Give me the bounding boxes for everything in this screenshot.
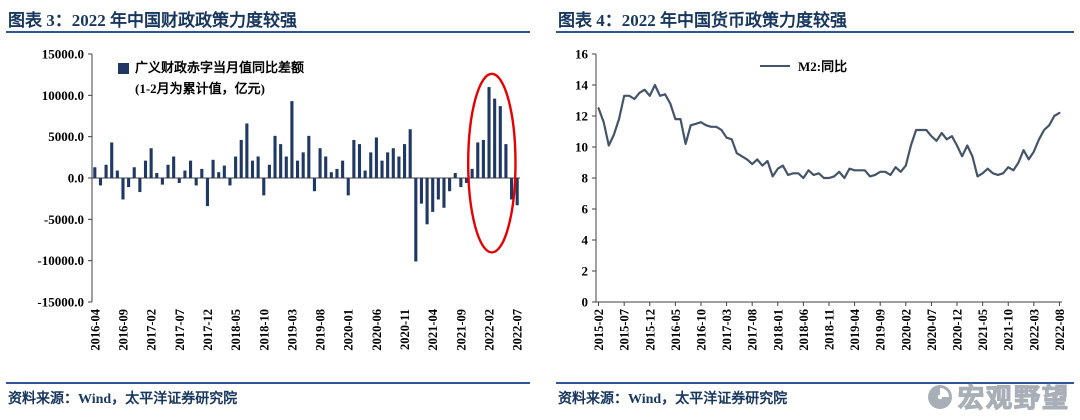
svg-text:15000.0: 15000.0 — [42, 47, 84, 62]
svg-text:2021-05: 2021-05 — [976, 309, 990, 351]
svg-text:2017-08: 2017-08 — [746, 309, 760, 351]
svg-text:2016-05: 2016-05 — [669, 309, 683, 351]
svg-text:14: 14 — [575, 78, 589, 93]
svg-text:2018-10: 2018-10 — [257, 309, 271, 351]
source-divider — [6, 382, 530, 384]
svg-text:2017-07: 2017-07 — [173, 309, 187, 351]
svg-text:2015-12: 2015-12 — [643, 309, 657, 351]
svg-text:12: 12 — [575, 109, 588, 124]
svg-text:2022-02: 2022-02 — [483, 309, 497, 351]
svg-text:2020-12: 2020-12 — [951, 309, 965, 351]
svg-text:2017-03: 2017-03 — [720, 309, 734, 351]
compass-logo-icon — [927, 384, 952, 409]
svg-text:2016-10: 2016-10 — [694, 309, 708, 351]
svg-text:2019-09: 2019-09 — [874, 309, 888, 351]
monetary-chart-legend: M2:同比 — [760, 56, 847, 75]
svg-text:2022-07: 2022-07 — [511, 309, 525, 351]
svg-text:2015-02: 2015-02 — [592, 309, 606, 351]
monetary-chart-title: 图表 4：2022 年中国货币政策力度较强 — [558, 11, 847, 30]
svg-text:8: 8 — [582, 171, 589, 186]
fiscal-legend-label: 广义财政赤字当月值同比差额 — [135, 60, 305, 75]
svg-text:0: 0 — [582, 295, 589, 310]
title-divider — [556, 31, 1074, 33]
svg-text:2021-09: 2021-09 — [454, 309, 468, 351]
svg-text:2022-08: 2022-08 — [1053, 309, 1067, 351]
brand-watermark: 宏观野望 — [927, 378, 1070, 415]
panel-fiscal: 图表 3：2022 年中国财政政策力度较强 15000.0 10000.0 5000… — [6, 0, 530, 420]
fiscal-deficit-bar-chart: 15000.0 10000.0 5000.0 0.0 -5000.0 -10000.0 -1… — [37, 47, 525, 351]
m2-legend-label: M2:同比 — [798, 59, 848, 74]
svg-text:2018-06: 2018-06 — [797, 309, 811, 351]
svg-text:2021-04: 2021-04 — [426, 308, 440, 350]
svg-text:2021-10: 2021-10 — [1002, 309, 1016, 351]
svg-text:2018-11: 2018-11 — [823, 309, 837, 350]
svg-text:2015-07: 2015-07 — [618, 309, 632, 351]
watermark-text: 宏观野望 — [957, 383, 1070, 413]
fiscal-chart-legend: 广义财政赤字当月值同比差额 (1-2月为累计值，亿元) — [118, 58, 304, 100]
line-legend-swatch — [760, 64, 790, 67]
svg-text:4: 4 — [582, 233, 589, 248]
svg-text:-5000.0: -5000.0 — [44, 212, 84, 227]
monetary-source-note: 资料来源：Wind，太平洋证券研究院 — [558, 392, 788, 407]
svg-text:2020-07: 2020-07 — [925, 309, 939, 351]
svg-text:2020-11: 2020-11 — [398, 309, 412, 350]
svg-text:2019-03: 2019-03 — [285, 309, 299, 351]
svg-text:-15000.0: -15000.0 — [37, 295, 84, 310]
source-divider — [556, 382, 1074, 384]
svg-text:2020-02: 2020-02 — [899, 309, 913, 351]
svg-text:10: 10 — [575, 140, 588, 155]
svg-text:2018-01: 2018-01 — [771, 309, 785, 351]
svg-text:2022-03: 2022-03 — [1027, 309, 1041, 351]
svg-text:2018-05: 2018-05 — [229, 309, 243, 351]
svg-text:0.0: 0.0 — [68, 171, 84, 186]
svg-text:2: 2 — [582, 264, 589, 279]
fiscal-legend-note: (1-2月为累计值，亿元) — [135, 80, 265, 96]
legend-row: 广义财政赤字当月值同比差额 — [118, 58, 304, 79]
svg-text:2017-12: 2017-12 — [201, 309, 215, 351]
svg-text:2020-06: 2020-06 — [370, 309, 384, 351]
bar-legend-swatch — [118, 62, 129, 74]
fiscal-chart-title: 图表 3：2022 年中国财政政策力度较强 — [8, 11, 297, 30]
svg-text:2017-02: 2017-02 — [145, 309, 159, 351]
svg-text:5000.0: 5000.0 — [48, 129, 84, 144]
svg-text:6: 6 — [582, 202, 589, 217]
svg-text:2020-01: 2020-01 — [342, 309, 356, 351]
title-divider — [6, 31, 530, 33]
svg-text:16: 16 — [575, 47, 589, 62]
svg-text:10000.0: 10000.0 — [42, 88, 84, 103]
svg-text:2019-08: 2019-08 — [314, 309, 328, 351]
fiscal-source-note: 资料来源：Wind，太平洋证券研究院 — [8, 392, 238, 407]
svg-text:-10000.0: -10000.0 — [37, 253, 84, 268]
svg-text:2016-04: 2016-04 — [88, 308, 102, 350]
svg-text:2019-04: 2019-04 — [848, 308, 862, 350]
svg-text:2016-09: 2016-09 — [116, 309, 130, 351]
panel-monetary: 图表 4：2022 年中国货币政策力度较强 16 14 12 10 8 6 4 2 0 2015-… — [556, 0, 1074, 420]
